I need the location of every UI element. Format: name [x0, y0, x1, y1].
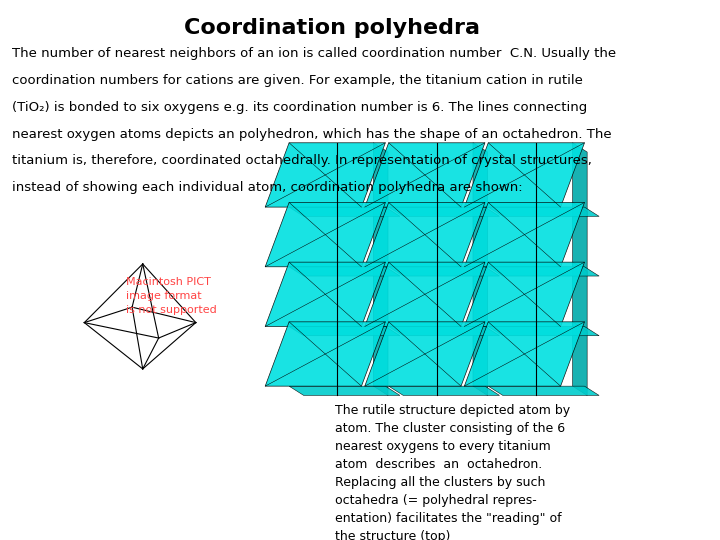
Polygon shape [464, 143, 585, 207]
Polygon shape [289, 386, 400, 395]
Text: The number of nearest neighbors of an ion is called coordination number  C.N. Us: The number of nearest neighbors of an io… [12, 48, 616, 60]
Polygon shape [488, 267, 599, 276]
Polygon shape [572, 143, 587, 217]
Text: titanium is, therefore, coordinated octahedrally. In representation of crystal s: titanium is, therefore, coordinated octa… [12, 154, 592, 167]
Text: atom  describes  an  octahedron.: atom describes an octahedron. [336, 458, 542, 471]
Polygon shape [473, 143, 487, 217]
Text: Macintosh PICT
image format
is not supported: Macintosh PICT image format is not suppo… [126, 277, 217, 315]
Polygon shape [389, 386, 500, 395]
Text: nearest oxygens to every titanium: nearest oxygens to every titanium [336, 440, 551, 453]
Polygon shape [473, 322, 487, 395]
Polygon shape [464, 202, 585, 267]
Polygon shape [265, 143, 385, 207]
Polygon shape [572, 202, 587, 276]
Polygon shape [572, 322, 587, 395]
Polygon shape [374, 202, 388, 276]
Polygon shape [374, 262, 388, 336]
Text: the structure (top): the structure (top) [336, 530, 451, 540]
Polygon shape [265, 322, 385, 386]
Polygon shape [365, 322, 485, 386]
Polygon shape [389, 207, 500, 217]
Text: (TiO₂) is bonded to six oxygens e.g. its coordination number is 6. The lines con: (TiO₂) is bonded to six oxygens e.g. its… [12, 101, 588, 114]
Polygon shape [265, 262, 385, 327]
Text: octahedra (= polyhedral repres-: octahedra (= polyhedral repres- [336, 494, 537, 507]
Polygon shape [365, 143, 485, 207]
Polygon shape [572, 262, 587, 336]
Polygon shape [289, 327, 400, 336]
Text: instead of showing each individual atom, coordination polyhedra are shown:: instead of showing each individual atom,… [12, 181, 523, 194]
Polygon shape [289, 267, 400, 276]
Polygon shape [374, 322, 388, 395]
Text: entation) facilitates the "reading" of: entation) facilitates the "reading" of [336, 512, 562, 525]
Polygon shape [365, 202, 485, 267]
Polygon shape [389, 267, 500, 276]
Polygon shape [374, 143, 388, 217]
Text: nearest oxygen atoms depicts an polyhedron, which has the shape of an octahedron: nearest oxygen atoms depicts an polyhedr… [12, 127, 611, 140]
Polygon shape [488, 386, 599, 395]
Polygon shape [473, 262, 487, 336]
Polygon shape [289, 207, 400, 217]
Polygon shape [464, 322, 585, 386]
Text: Replacing all the clusters by such: Replacing all the clusters by such [336, 476, 546, 489]
Polygon shape [473, 202, 487, 276]
Polygon shape [464, 262, 585, 327]
Text: Coordination polyhedra: Coordination polyhedra [184, 18, 480, 38]
Text: coordination numbers for cations are given. For example, the titanium cation in : coordination numbers for cations are giv… [12, 74, 582, 87]
Polygon shape [488, 207, 599, 217]
Polygon shape [365, 262, 485, 327]
Polygon shape [265, 202, 385, 267]
Text: The rutile structure depicted atom by: The rutile structure depicted atom by [336, 404, 570, 417]
Polygon shape [488, 327, 599, 336]
Text: atom. The cluster consisting of the 6: atom. The cluster consisting of the 6 [336, 422, 565, 435]
Polygon shape [389, 327, 500, 336]
